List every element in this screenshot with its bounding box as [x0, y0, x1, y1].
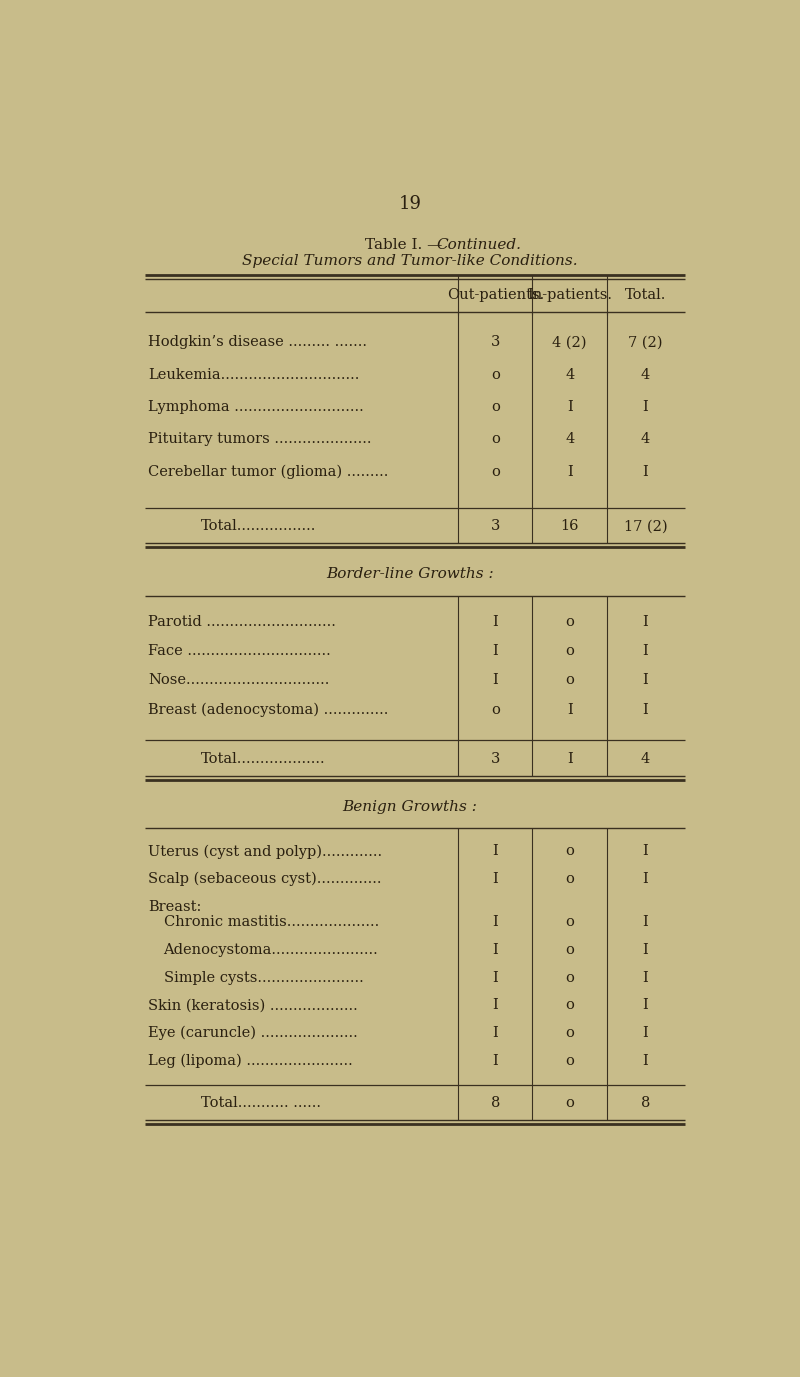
- Text: Pituitary tumors .....................: Pituitary tumors .....................: [148, 432, 371, 446]
- Text: o: o: [491, 368, 500, 381]
- Text: 16: 16: [561, 519, 579, 533]
- Text: o: o: [566, 616, 574, 629]
- Text: I: I: [642, 616, 649, 629]
- Text: Eye (caruncle) .....................: Eye (caruncle) .....................: [148, 1026, 358, 1040]
- Text: o: o: [566, 644, 574, 658]
- Text: I: I: [642, 1026, 649, 1040]
- Text: I: I: [492, 673, 498, 687]
- Text: 4 (2): 4 (2): [553, 336, 587, 350]
- Text: Cerebellar tumor (glioma) .........: Cerebellar tumor (glioma) .........: [148, 464, 389, 479]
- Text: 3: 3: [490, 336, 500, 350]
- Text: I: I: [642, 844, 649, 858]
- Text: Simple cysts.......................: Simple cysts.......................: [163, 971, 363, 985]
- Text: o: o: [491, 464, 500, 479]
- Text: o: o: [566, 916, 574, 929]
- Text: 4: 4: [565, 368, 574, 381]
- Text: I: I: [642, 943, 649, 957]
- Text: 19: 19: [398, 194, 422, 212]
- Text: Border-line Growths :: Border-line Growths :: [326, 567, 494, 581]
- Text: Special Tumors and Tumor-like Conditions.: Special Tumors and Tumor-like Conditions…: [242, 255, 578, 269]
- Text: Breast:: Breast:: [148, 899, 202, 914]
- Text: o: o: [566, 844, 574, 858]
- Text: Hodgkin’s disease ......... .......: Hodgkin’s disease ......... .......: [148, 336, 367, 350]
- Text: Chronic mastitis....................: Chronic mastitis....................: [163, 916, 379, 929]
- Text: Adenocystoma.......................: Adenocystoma.......................: [163, 943, 378, 957]
- Text: o: o: [566, 1026, 574, 1040]
- Text: o: o: [566, 1053, 574, 1067]
- Text: Parotid ............................: Parotid ............................: [148, 616, 336, 629]
- Text: Table I. —: Table I. —: [365, 238, 447, 252]
- Text: Uterus (cyst and polyp).............: Uterus (cyst and polyp).............: [148, 844, 382, 858]
- Text: Leukemia..............................: Leukemia..............................: [148, 368, 359, 381]
- Text: Nose...............................: Nose...............................: [148, 673, 330, 687]
- Text: o: o: [566, 943, 574, 957]
- Text: Breast (adenocystoma) ..............: Breast (adenocystoma) ..............: [148, 702, 389, 717]
- Text: Leg (lipoma) .......................: Leg (lipoma) .......................: [148, 1053, 353, 1069]
- Text: I: I: [566, 702, 573, 716]
- Text: Skin (keratosis) ...................: Skin (keratosis) ...................: [148, 998, 358, 1012]
- Text: Benign Growths :: Benign Growths :: [342, 800, 478, 814]
- Text: I: I: [492, 616, 498, 629]
- Text: o: o: [566, 673, 574, 687]
- Text: 4: 4: [565, 432, 574, 446]
- Text: 3: 3: [490, 752, 500, 766]
- Text: o: o: [491, 702, 500, 716]
- Text: I: I: [642, 1053, 649, 1067]
- Text: o: o: [491, 432, 500, 446]
- Text: o: o: [491, 401, 500, 414]
- Text: I: I: [492, 1026, 498, 1040]
- Text: 17 (2): 17 (2): [624, 519, 667, 533]
- Text: In-patients.: In-patients.: [527, 288, 612, 302]
- Text: o: o: [566, 1096, 574, 1110]
- Text: o: o: [566, 998, 574, 1012]
- Text: 3: 3: [490, 519, 500, 533]
- Text: 8: 8: [490, 1096, 500, 1110]
- Text: 4: 4: [641, 368, 650, 381]
- Text: Continued.: Continued.: [436, 238, 522, 252]
- Text: 4: 4: [641, 432, 650, 446]
- Text: o: o: [566, 971, 574, 985]
- Text: Face ...............................: Face ...............................: [148, 644, 331, 658]
- Text: I: I: [642, 401, 649, 414]
- Text: I: I: [492, 644, 498, 658]
- Text: I: I: [642, 971, 649, 985]
- Text: I: I: [642, 702, 649, 716]
- Text: Out-patients.: Out-patients.: [446, 288, 544, 302]
- Text: Lymphoma ............................: Lymphoma ............................: [148, 401, 364, 414]
- Text: I: I: [642, 464, 649, 479]
- Text: o: o: [566, 872, 574, 885]
- Text: Scalp (sebaceous cyst)..............: Scalp (sebaceous cyst)..............: [148, 872, 382, 887]
- Text: I: I: [642, 872, 649, 885]
- Text: 8: 8: [641, 1096, 650, 1110]
- Text: 7 (2): 7 (2): [628, 336, 663, 350]
- Text: Total...................: Total...................: [201, 752, 326, 766]
- Text: I: I: [492, 916, 498, 929]
- Text: I: I: [492, 971, 498, 985]
- Text: I: I: [492, 844, 498, 858]
- Text: I: I: [492, 943, 498, 957]
- Text: I: I: [492, 872, 498, 885]
- Text: I: I: [642, 673, 649, 687]
- Text: I: I: [566, 401, 573, 414]
- Text: Total........... ......: Total........... ......: [201, 1096, 321, 1110]
- Text: Total.................: Total.................: [201, 519, 316, 533]
- Text: I: I: [492, 998, 498, 1012]
- Text: Total.: Total.: [625, 288, 666, 302]
- Text: I: I: [566, 464, 573, 479]
- Text: I: I: [642, 916, 649, 929]
- Text: I: I: [492, 1053, 498, 1067]
- Text: I: I: [566, 752, 573, 766]
- Text: I: I: [642, 644, 649, 658]
- Text: I: I: [642, 998, 649, 1012]
- Text: 4: 4: [641, 752, 650, 766]
